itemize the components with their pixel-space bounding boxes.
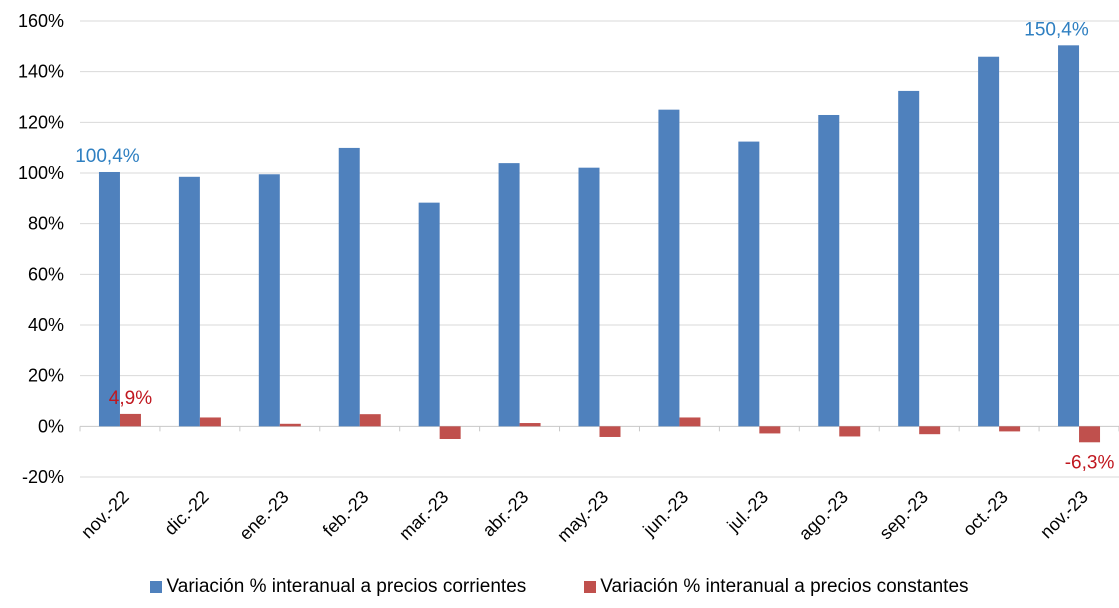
bar-corrientes	[178, 176, 200, 427]
y-tick-label: 40%	[28, 315, 64, 335]
bar-constantes	[839, 426, 861, 437]
bar-constantes	[119, 413, 141, 427]
x-tick-label: ene.-23	[235, 487, 292, 544]
bar-corrientes	[338, 147, 360, 427]
y-tick-label: 20%	[28, 366, 64, 386]
bar-corrientes	[98, 171, 120, 427]
legend-swatch-constantes	[584, 581, 597, 593]
bar-constantes	[759, 426, 781, 434]
bar-constantes	[679, 417, 701, 427]
bars	[98, 45, 1101, 443]
bar-corrientes	[898, 90, 920, 427]
data-label: 100,4%	[75, 146, 140, 167]
bar-constantes	[1079, 426, 1101, 443]
bar-constantes	[279, 423, 301, 427]
x-tick-label: abr.-23	[479, 487, 533, 541]
x-tick-label: jun.-23	[638, 487, 692, 541]
bar-corrientes	[578, 167, 600, 427]
x-tick-label: feb.-23	[319, 487, 373, 541]
bar-corrientes	[498, 163, 520, 427]
bar-chart: -20% 0% 20% 40% 60% 80% 100% 120% 140% 160% nov.-2…	[18, 11, 1119, 546]
bar-constantes	[439, 426, 461, 439]
bar-constantes	[519, 423, 541, 427]
x-tick-label: nov.-23	[1036, 487, 1092, 543]
bar-corrientes	[978, 56, 1000, 427]
x-tick-label: dic.-22	[160, 487, 212, 539]
legend-label-corrientes: Variación % interanual a precios corrien…	[166, 576, 527, 597]
legend-item-constantes: Variación % interanual a precios constan…	[584, 576, 969, 598]
y-tick-label: 160%	[18, 11, 64, 31]
bar-corrientes	[658, 109, 680, 427]
legend-label-constantes: Variación % interanual a precios constan…	[600, 576, 969, 597]
y-tick-label: 100%	[18, 163, 64, 183]
bar-constantes	[199, 417, 221, 427]
y-tick-label: 0%	[38, 416, 64, 436]
bar-corrientes	[258, 174, 280, 427]
y-tick-label: 80%	[28, 214, 64, 234]
legend-swatch-corrientes	[150, 581, 163, 593]
x-tick-label: sep.-23	[875, 487, 932, 544]
y-tick-label: 120%	[18, 112, 64, 132]
legend-item-corrientes: Variación % interanual a precios corrien…	[150, 576, 526, 598]
bar-constantes	[919, 426, 941, 435]
x-tick-label: mar.-23	[395, 487, 452, 544]
data-label: 150,4%	[1024, 19, 1089, 40]
x-tick-label: nov.-22	[77, 487, 133, 543]
x-tick-label: ago.-23	[795, 487, 852, 544]
x-tick-label: jul.-23	[723, 487, 773, 537]
x-tick-label: may.-23	[553, 487, 612, 546]
y-tick-label: 60%	[28, 264, 64, 284]
x-tick-label: oct.-23	[959, 487, 1012, 540]
bar-constantes	[599, 426, 621, 437]
bar-corrientes	[418, 202, 440, 427]
bar-constantes	[999, 426, 1021, 432]
data-label: -6,3%	[1065, 452, 1115, 473]
bar-constantes	[359, 414, 381, 427]
data-label: 4,9%	[109, 388, 152, 409]
bar-corrientes	[1058, 45, 1080, 427]
y-tick-label: -20%	[22, 467, 64, 487]
y-tick-label: 140%	[18, 62, 64, 82]
bar-corrientes	[738, 141, 760, 427]
data-labels: 100,4% 4,9% 150,4% -6,3%	[75, 19, 1114, 473]
bar-corrientes	[818, 114, 840, 427]
legend: Variación % interanual a precios corrien…	[0, 576, 1119, 598]
